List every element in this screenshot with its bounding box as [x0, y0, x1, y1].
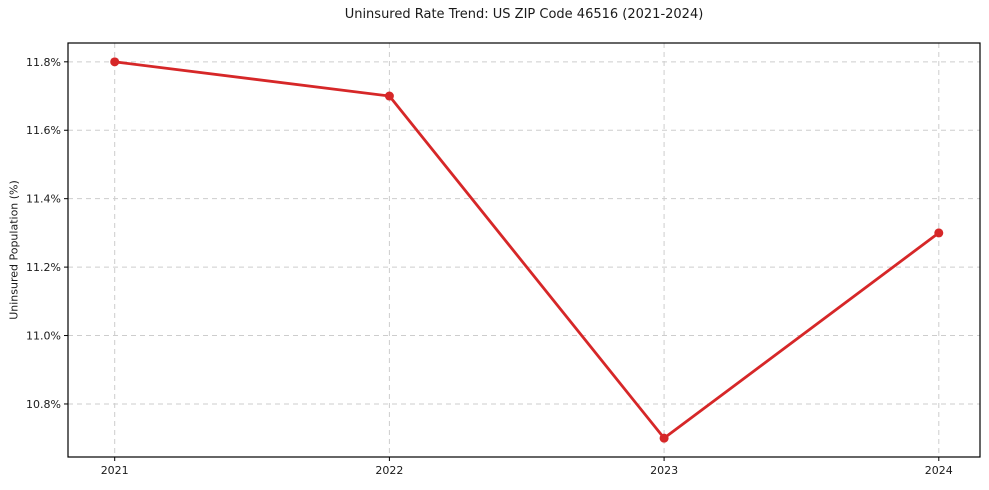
- y-tick-label: 10.8%: [26, 398, 61, 411]
- y-tick-label: 11.8%: [26, 56, 61, 69]
- y-tick-label: 11.2%: [26, 261, 61, 274]
- y-tick-label: 11.6%: [26, 124, 61, 137]
- data-point: [384, 91, 394, 101]
- x-tick-label: 2022: [375, 464, 403, 477]
- plot-border: [67, 42, 981, 458]
- y-tick-label: 11.0%: [26, 330, 61, 343]
- data-point: [110, 57, 120, 67]
- x-tick-label: 2021: [101, 464, 129, 477]
- data-point: [659, 433, 669, 443]
- y-tick-label: 11.4%: [26, 193, 61, 206]
- data-point: [934, 228, 944, 238]
- x-tick-label: 2024: [925, 464, 953, 477]
- x-tick-label: 2023: [650, 464, 678, 477]
- chart-title: Uninsured Rate Trend: US ZIP Code 46516 …: [344, 7, 704, 22]
- data-line: [114, 60, 940, 440]
